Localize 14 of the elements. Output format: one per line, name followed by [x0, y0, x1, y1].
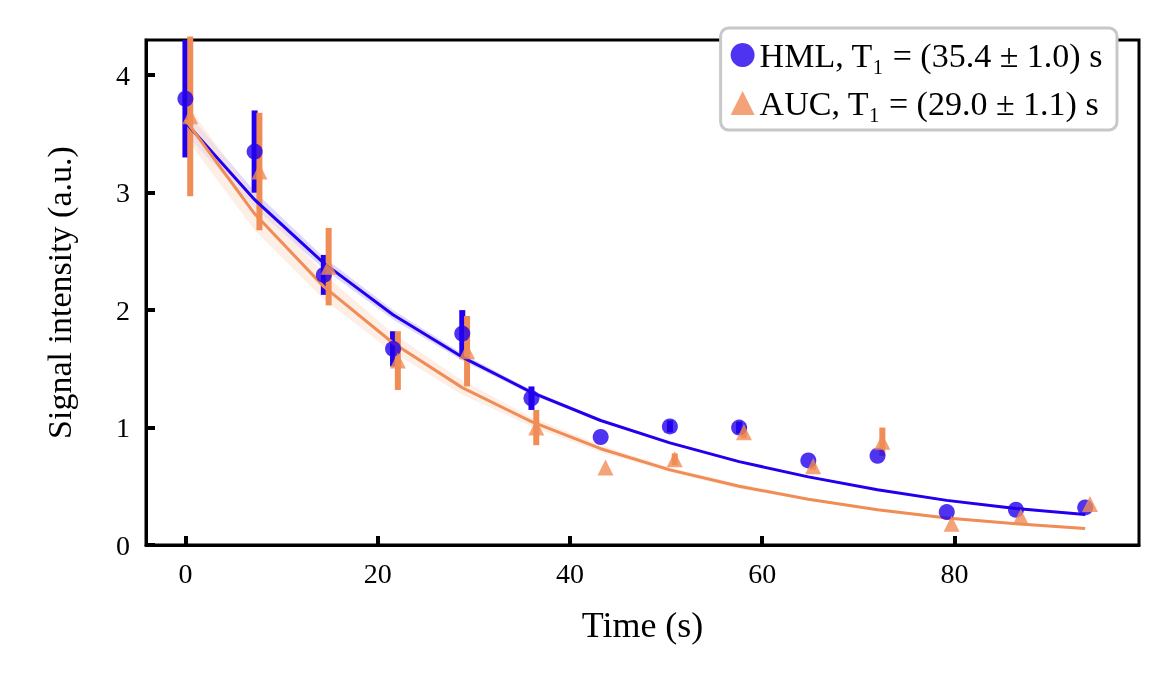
x-tick-label: 0	[178, 557, 193, 589]
y-tick-label: 0	[116, 529, 130, 561]
y-tick-label: 2	[116, 294, 130, 326]
x-tick-label: 60	[748, 557, 777, 589]
x-axis-title: Time (s)	[581, 605, 704, 645]
x-tick-label: 20	[363, 557, 392, 589]
y-axis-title: Signal intensity (a.u.)	[40, 146, 79, 439]
y-tick-label: 1	[116, 412, 130, 444]
legend-label: HML, T₁ = (35.4 ± 1.0) s	[759, 36, 1103, 75]
y-tick-label: 3	[116, 177, 130, 209]
x-tick-label: 80	[940, 557, 969, 589]
legend-label: AUC, T₁ = (29.0 ± 1.1) s	[759, 84, 1099, 123]
x-tick-label: 40	[555, 557, 584, 589]
y-tick-label: 4	[116, 59, 130, 91]
